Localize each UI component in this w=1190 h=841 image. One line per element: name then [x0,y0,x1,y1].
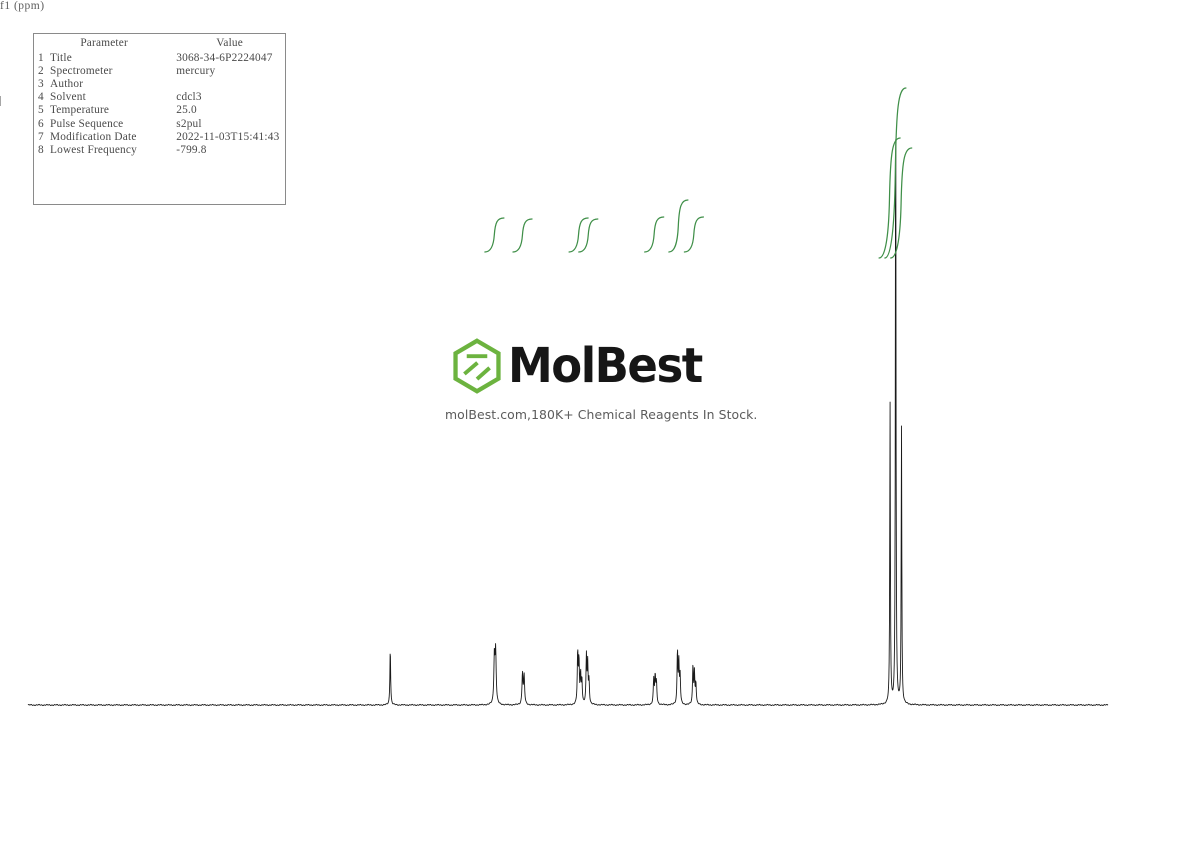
parameter-row: 8 Lowest Frequency -799.8 [34,143,285,156]
parameter-row: 5 Temperature 25.0 [34,104,285,117]
hexagon-logo-icon [453,338,501,394]
spectrum-trace [27,138,1109,707]
parameter-table-grid: Parameter Value 1 Title 3068-34-6P2224047 2… [34,36,285,157]
parameter-name: Author [50,77,84,90]
parameter-name: Modification Date [50,130,137,143]
parameter-value: 3068-34-6P2224047 [176,51,273,64]
parameter-value: -799.8 [176,143,207,156]
parameter-name: Temperature [50,104,110,117]
parameter-column-header: Parameter [80,37,128,49]
value-column-header: Value [216,37,243,49]
parameter-value: 2022-11-03T15:41:43 [176,130,280,143]
parameter-name: Pulse Sequence [50,117,124,130]
parameter-name: Lowest Frequency [50,143,137,156]
parameter-row: 7 Modification Date 2022-11-03T15:41:43 [34,130,285,143]
parameter-index: 4 [38,91,44,104]
parameter-name: Title [50,51,72,64]
parameter-row: 2 Spectrometer mercury [34,64,285,77]
watermark-tagline: molBest.com,180K+ Chemical Reagents In S… [445,407,758,422]
parameter-value: cdcl3 [176,91,202,104]
parameter-index: 7 [38,130,44,143]
parameter-value: 25.0 [176,104,197,117]
parameter-index: 2 [38,64,44,77]
watermark-logo-row: MolBest [449,338,749,394]
parameter-table-header-row: Parameter Value [34,36,285,51]
parameter-index: 8 [38,143,44,156]
parameter-value: mercury [176,64,216,77]
parameter-value: s2pul [176,117,202,130]
x-axis-title: f1 (ppm) [0,0,45,12]
parameter-index: 5 [38,104,44,117]
parameter-name: Solvent [50,91,86,104]
integral-curves [484,87,913,259]
parameter-index: 6 [38,117,44,130]
parameter-index: 3 [38,77,44,90]
parameter-index: 1 [38,51,44,64]
molbest-watermark: MolBest molBest.com,180K+ Chemical Reage… [445,338,757,422]
parameter-row: 6 Pulse Sequence s2pul [34,117,285,130]
parameter-name: Spectrometer [50,64,113,77]
watermark-brand: MolBest [508,337,703,394]
parameter-row: 3 Author [34,77,285,90]
parameter-row: 1 Title 3068-34-6P2224047 [34,51,285,64]
parameter-row: 4 Solvent cdcl3 [34,91,285,104]
parameter-table-body: 1 Title 3068-34-6P2224047 2 Spectrometer merc… [34,51,285,157]
parameter-table: Parameter Value 1 Title 3068-34-6P2224047 2… [33,33,286,205]
